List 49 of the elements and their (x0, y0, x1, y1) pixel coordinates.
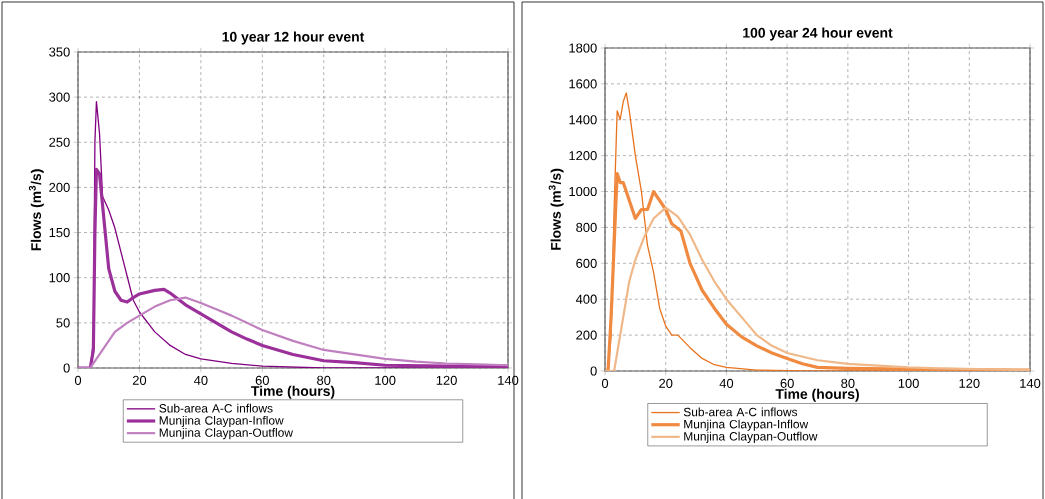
x-tick-label: 0 (74, 375, 82, 385)
legend-label: Munjina Claypan-Inflow (684, 419, 809, 431)
y-tick-label: 1200 (569, 151, 597, 161)
x-tick-label: 0 (601, 378, 609, 388)
y-tick-label: 50 (56, 318, 70, 328)
x-tick-label: 140 (498, 375, 519, 385)
y-tick-label: 100 (49, 273, 70, 283)
x-tick-label: 20 (132, 375, 147, 385)
x-tick-label: 80 (841, 378, 855, 388)
x-axis-title: Time (hours) (251, 385, 335, 399)
x-tick-label: 60 (780, 378, 794, 388)
x-tick-label: 100 (898, 378, 919, 388)
y-tick-label: 800 (576, 222, 597, 233)
chart-title: 10 year 12 hour event (222, 31, 365, 45)
y-axis-title: Flows (m$^{3}$/s) (548, 168, 564, 250)
x-tick-label: 100 (375, 375, 396, 385)
legend-label: Sub-area A-C inflows (683, 407, 798, 417)
y-tick-label: 1600 (569, 79, 597, 89)
y-tick-label: 0 (63, 363, 70, 373)
y-tick-label: 350 (49, 47, 70, 57)
x-tick-label: 120 (436, 375, 457, 385)
x-tick-label: 40 (719, 378, 734, 388)
y-tick-label: 300 (49, 92, 70, 102)
y-axis-title: Flows (m$^{3}$/s) (28, 169, 44, 251)
legend-label: Munjina Claypan-Outflow (159, 428, 293, 440)
y-tick-label: 600 (576, 258, 597, 268)
x-axis-title: Time (hours) (775, 388, 859, 402)
chart-title: 100 year 24 hour event (743, 27, 893, 41)
y-tick-label: 1000 (569, 186, 597, 197)
y-tick-label: 1800 (569, 43, 597, 53)
y-tick-label: 150 (49, 227, 70, 238)
legend-label: Munjina Claypan-Inflow (159, 415, 284, 428)
x-tick-label: 120 (959, 378, 980, 388)
line-series (78, 296, 509, 368)
y-tick-label: 0 (590, 366, 597, 376)
line-series (78, 167, 509, 368)
y-tick-label: 1400 (569, 115, 597, 125)
y-tick-label: 400 (575, 294, 597, 304)
x-tick-label: 20 (659, 378, 673, 388)
y-tick-label: 200 (49, 182, 70, 192)
y-tick-label: 250 (49, 137, 70, 147)
x-tick-label: 40 (193, 375, 208, 385)
x-tick-label: 60 (255, 375, 269, 385)
legend-label: Munjina Claypan-Outflow (684, 431, 818, 443)
y-tick-label: 200 (576, 330, 597, 340)
x-tick-label: 140 (1020, 378, 1041, 388)
legend-label: Sub-area A-C inflows (159, 403, 273, 413)
line-series (605, 206, 1031, 371)
x-tick-label: 80 (317, 375, 331, 385)
